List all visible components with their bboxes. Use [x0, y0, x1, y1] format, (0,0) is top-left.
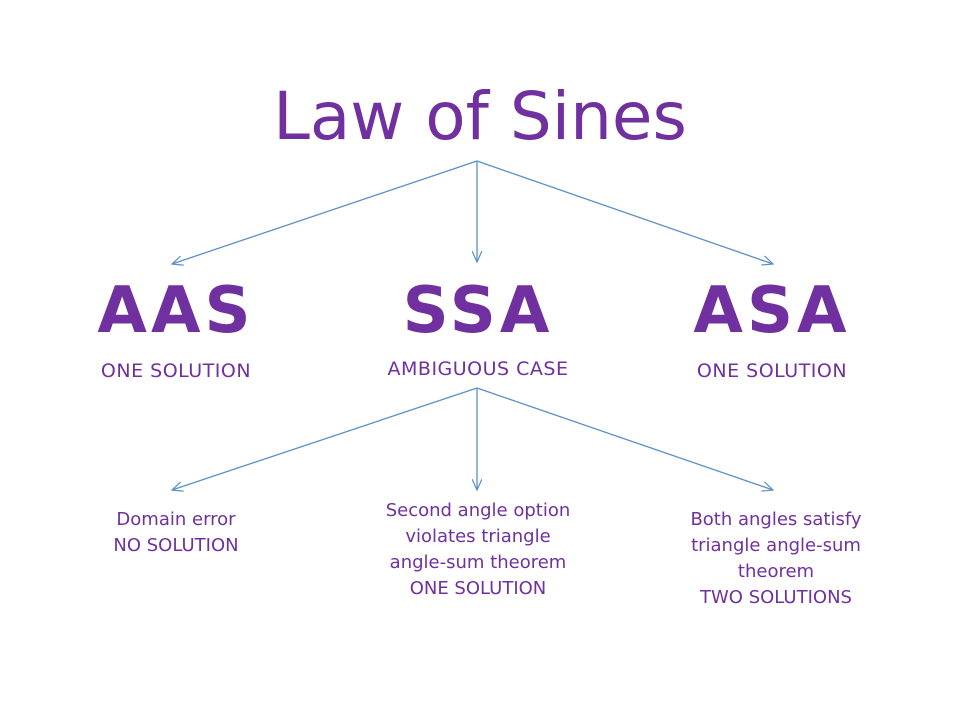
outcome-no-solution: Domain error NO SOLUTION [46, 507, 306, 559]
case-asa-desc: ONE SOLUTION [696, 360, 848, 382]
arrow-to-asa [476, 160, 773, 264]
outcome-line: ONE SOLUTION [409, 578, 547, 599]
outcome-line: triangle angle-sum [691, 535, 861, 556]
case-ssa-name: SSA [402, 274, 554, 348]
arrow-to-two-solutions [476, 387, 773, 490]
case-ssa-desc: AMBIGUOUS CASE [387, 358, 569, 380]
arrow-to-aas [172, 160, 478, 264]
outcome-line: NO SOLUTION [113, 535, 239, 556]
outcome-line: angle-sum theorem [389, 552, 567, 573]
outcome-line: violates triangle [405, 526, 551, 547]
outcome-line: Second angle option [385, 500, 571, 521]
outcome-line: theorem [737, 561, 815, 582]
outcome-line: Both angles satisfy [690, 509, 862, 530]
outcome-line: Domain error [116, 509, 236, 530]
outcome-line: TWO SOLUTIONS [700, 587, 852, 608]
case-aas-desc: ONE SOLUTION [100, 360, 252, 382]
case-aas-name: AAS [97, 274, 255, 348]
diagram-title: Law of Sines [273, 78, 687, 155]
outcome-two-solutions: Both angles satisfy triangle angle-sum t… [636, 507, 916, 611]
case-asa-name: ASA [693, 274, 851, 348]
arrow-to-no-solution [172, 387, 478, 490]
outcome-one-solution: Second angle option violates triangle an… [338, 498, 618, 602]
